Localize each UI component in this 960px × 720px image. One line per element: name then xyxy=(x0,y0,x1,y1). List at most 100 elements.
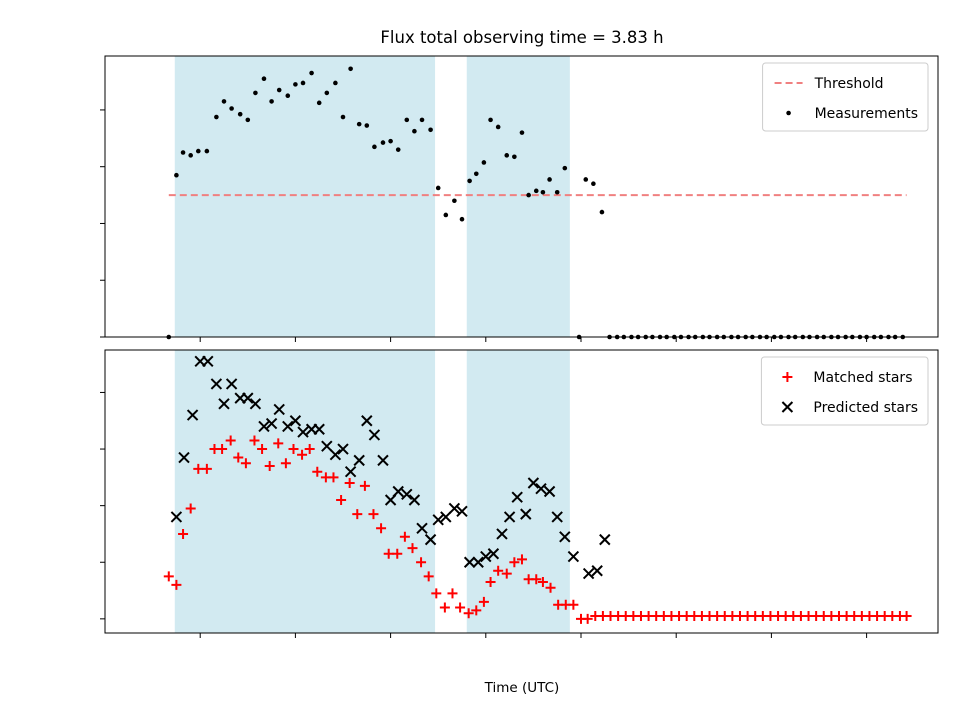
data-point xyxy=(359,480,370,491)
data-point xyxy=(488,117,493,123)
data-point xyxy=(188,153,193,158)
data-point xyxy=(276,87,282,93)
data-point xyxy=(516,554,527,565)
data-point xyxy=(280,458,291,469)
data-point xyxy=(480,550,492,563)
legend-label: Matched stars xyxy=(813,370,912,386)
data-point xyxy=(567,550,580,563)
data-point xyxy=(472,556,484,568)
data-point xyxy=(178,528,189,539)
data-point xyxy=(559,531,571,543)
data-point xyxy=(512,154,517,160)
data-point xyxy=(289,415,302,427)
data-point xyxy=(435,185,441,191)
data-point xyxy=(554,189,560,195)
data-point xyxy=(599,209,605,215)
data-point xyxy=(478,596,489,607)
data-point xyxy=(481,160,487,165)
data-point xyxy=(388,138,393,144)
data-point xyxy=(356,121,362,127)
data-point xyxy=(288,444,299,455)
data-point xyxy=(261,76,267,82)
data-point xyxy=(201,463,212,474)
legend-label: Predicted stars xyxy=(813,400,918,416)
data-point xyxy=(293,82,298,87)
data-point xyxy=(237,111,243,117)
data-point xyxy=(337,443,349,455)
data-point xyxy=(416,557,427,568)
data-point xyxy=(361,415,373,427)
plot-frame xyxy=(104,55,939,338)
data-point xyxy=(471,605,482,616)
data-point xyxy=(408,494,421,506)
count-panel: Matched stars Predicted stars xyxy=(100,349,939,638)
data-point xyxy=(440,511,452,523)
data-point xyxy=(520,508,532,520)
data-point xyxy=(297,426,309,438)
data-point xyxy=(353,454,365,467)
data-point xyxy=(364,123,370,128)
data-point xyxy=(348,66,353,72)
legend-entry: Measurements xyxy=(786,106,918,122)
data-point xyxy=(526,192,531,198)
data-point xyxy=(240,458,251,469)
data-point xyxy=(401,488,413,501)
data-point xyxy=(537,577,548,588)
data-point xyxy=(473,171,479,177)
data-point xyxy=(245,117,251,123)
data-point xyxy=(443,212,449,218)
data-point xyxy=(456,505,468,518)
observing-interval-1 xyxy=(466,350,570,633)
data-point xyxy=(304,444,315,455)
data-point xyxy=(170,511,183,523)
data-point xyxy=(185,503,196,514)
data-point xyxy=(493,565,504,576)
data-point xyxy=(352,509,363,520)
data-point xyxy=(217,444,228,455)
data-point xyxy=(459,216,465,222)
data-point xyxy=(496,528,508,540)
data-point xyxy=(372,144,377,150)
data-point xyxy=(439,602,450,613)
data-point xyxy=(340,114,346,120)
legend-swatch xyxy=(781,401,794,413)
data-point xyxy=(547,177,552,182)
legend: Threshold Measurements xyxy=(762,62,929,132)
ratio-panel: Threshold Measurements xyxy=(100,55,939,342)
data-point xyxy=(531,574,542,585)
data-point xyxy=(543,485,556,498)
data-point xyxy=(282,420,294,433)
observing-interval-0 xyxy=(174,56,436,337)
data-point xyxy=(174,172,179,178)
data-point xyxy=(210,378,223,390)
data-point xyxy=(423,571,434,582)
data-point xyxy=(463,608,474,619)
data-point xyxy=(186,409,199,421)
data-point xyxy=(511,491,523,503)
data-point xyxy=(509,557,520,568)
data-point xyxy=(424,533,437,546)
legend-swatch xyxy=(782,372,793,382)
data-point xyxy=(535,482,547,495)
data-point xyxy=(501,568,512,579)
data-point xyxy=(214,114,219,120)
data-point xyxy=(463,556,476,568)
legend: Matched stars Predicted stars xyxy=(760,356,929,426)
data-point xyxy=(368,429,381,441)
data-point xyxy=(583,177,589,182)
data-point xyxy=(316,100,322,106)
data-point xyxy=(195,148,201,154)
data-point xyxy=(519,130,525,135)
data-point xyxy=(399,531,410,542)
data-point xyxy=(312,466,323,477)
data-point xyxy=(273,403,285,416)
data-point xyxy=(324,90,330,96)
data-point xyxy=(533,188,539,194)
data-point xyxy=(344,465,357,478)
legend-entry: Predicted stars xyxy=(781,400,918,416)
data-point xyxy=(495,124,501,130)
data-point xyxy=(321,440,333,452)
legend-label: Threshold xyxy=(814,76,884,92)
data-point xyxy=(264,461,275,472)
data-point xyxy=(448,502,461,515)
